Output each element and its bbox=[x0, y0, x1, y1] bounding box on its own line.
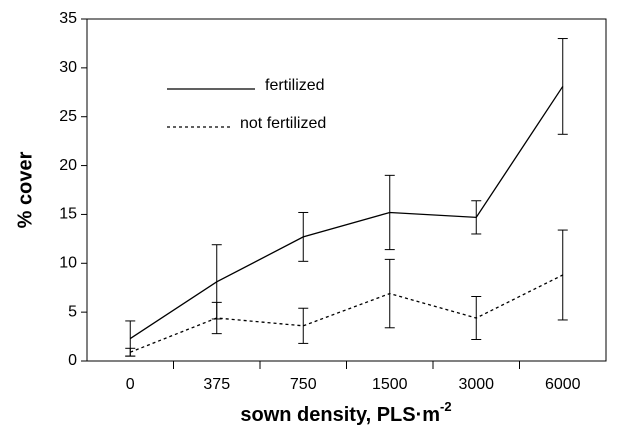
series-line bbox=[130, 274, 564, 353]
y-axis-label: % cover bbox=[14, 151, 36, 228]
error-bar bbox=[471, 200, 482, 235]
error-bar bbox=[125, 347, 136, 357]
y-tick-label: 5 bbox=[68, 303, 77, 320]
error-bar bbox=[298, 211, 309, 262]
error-bar bbox=[384, 174, 395, 251]
error-bar bbox=[384, 258, 395, 329]
x-tick-label: 375 bbox=[203, 376, 230, 393]
x-tick-label: 750 bbox=[290, 376, 317, 393]
x-tick-label: 1500 bbox=[372, 376, 408, 393]
error-bar bbox=[211, 301, 222, 335]
legend-label: not fertilized bbox=[240, 115, 326, 132]
plot-frame bbox=[86, 18, 607, 362]
y-tick-label: 10 bbox=[59, 255, 77, 272]
x-tick-label: 6000 bbox=[545, 376, 581, 393]
y-tick-label: 0 bbox=[68, 352, 77, 369]
y-tick-label: 35 bbox=[59, 10, 77, 27]
error-bar bbox=[298, 307, 309, 344]
error-bar bbox=[557, 38, 568, 135]
x-tick-label: 0 bbox=[126, 376, 135, 393]
legend-label: fertilized bbox=[265, 77, 325, 94]
error-bar bbox=[557, 229, 568, 321]
x-tick-label: 3000 bbox=[458, 376, 494, 393]
error-bar bbox=[471, 296, 482, 341]
y-tick-label: 15 bbox=[59, 206, 77, 223]
y-tick-label: 30 bbox=[59, 59, 77, 76]
y-tick-label: 20 bbox=[59, 157, 77, 174]
y-tick-label: 25 bbox=[59, 108, 77, 125]
x-axis-label-main: sown density, PLS·m bbox=[240, 404, 440, 426]
series-line bbox=[129, 86, 564, 340]
x-axis-label-sup: -2 bbox=[440, 399, 452, 414]
x-axis-label: sown density, PLS·m-2 bbox=[240, 399, 451, 426]
